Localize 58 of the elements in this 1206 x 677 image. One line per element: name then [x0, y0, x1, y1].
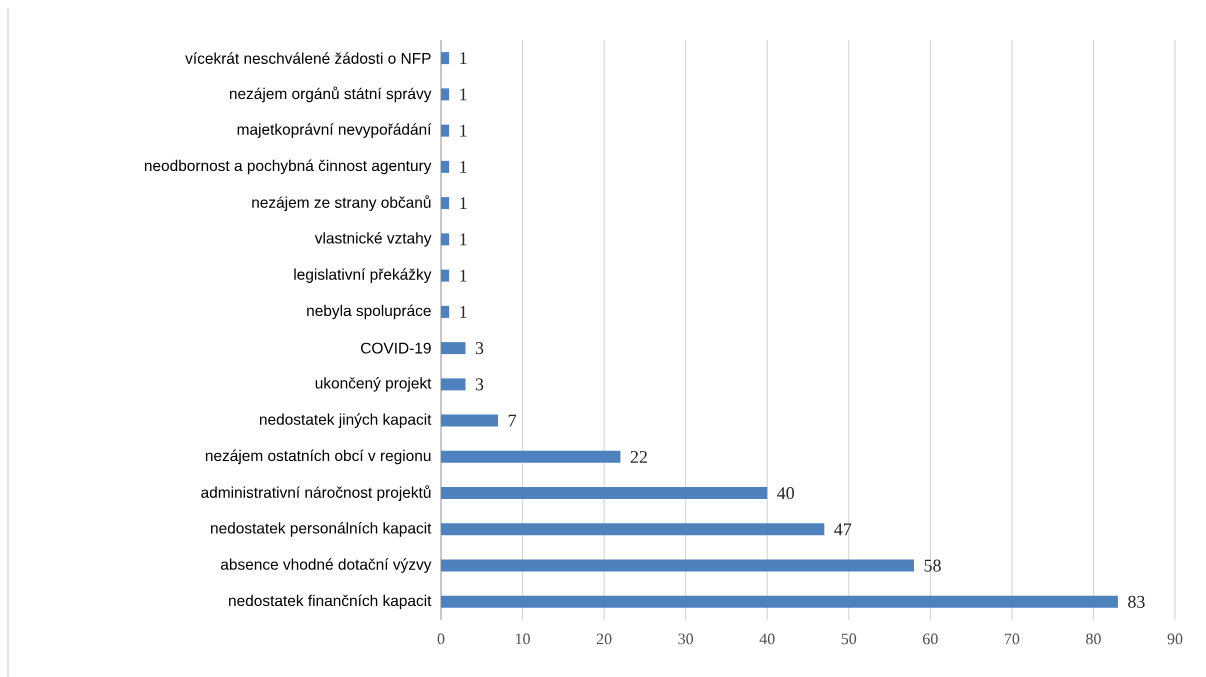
- data-label: 3: [475, 341, 484, 354]
- bar: [441, 269, 450, 282]
- x-tick-label: 20: [596, 633, 612, 645]
- bar: [441, 486, 768, 499]
- x-tick-label: 80: [1086, 633, 1101, 645]
- y-tick-label: nedostatek personálních kapacit: [211, 521, 432, 537]
- x-tick-label: 50: [841, 633, 857, 645]
- bar: [441, 595, 1118, 608]
- data-label: 1: [460, 269, 467, 282]
- y-tick-label: nezájem ostatních obcí v regionu: [205, 449, 431, 464]
- bar: [441, 414, 499, 427]
- y-tick-label: vlastnické vztahy: [314, 231, 432, 247]
- bar: [441, 305, 450, 318]
- bar: [441, 559, 915, 572]
- data-label: 1: [460, 124, 467, 137]
- data-label: 1: [460, 233, 467, 246]
- data-label: 1: [460, 160, 467, 173]
- y-tick-label: nebyla spolupráce: [307, 304, 431, 319]
- x-tick-label: 90: [1167, 633, 1183, 645]
- y-tick-label: majetkoprávní nevypořádání: [237, 123, 432, 138]
- y-tick-label: COVID-19: [361, 342, 431, 354]
- x-tick-label: 70: [1004, 633, 1020, 645]
- data-label: 7: [508, 414, 517, 427]
- bar: [441, 233, 450, 246]
- y-tick-label: nedostatek jiných kapacit: [259, 413, 432, 428]
- y-tick-label: legislativní překážky: [294, 268, 432, 283]
- y-tick-label: nedostatek finančních kapacit: [229, 594, 432, 609]
- y-tick-label: vícekrát neschválené žádosti o NFP: [185, 52, 431, 64]
- data-label: 40: [777, 486, 794, 499]
- data-label: 1: [460, 52, 467, 64]
- data-label: 1: [460, 88, 467, 101]
- data-label: 1: [460, 305, 467, 318]
- y-tick-label: neodbornost a pochybná činnost agentury: [144, 159, 432, 174]
- data-label: 3: [475, 378, 484, 391]
- bar: [441, 341, 466, 354]
- bar: [441, 378, 466, 391]
- data-label: 22: [630, 450, 647, 463]
- bar: [441, 196, 450, 209]
- y-tick-label: ukončený projekt: [315, 376, 432, 392]
- bar: [441, 523, 825, 536]
- x-tick-label: 60: [923, 633, 938, 645]
- bar: [441, 160, 450, 173]
- bar: [441, 124, 450, 137]
- x-tick-label: 0: [437, 633, 445, 645]
- y-tick-label: nezájem ze strany občanů: [252, 195, 431, 211]
- y-tick-label: administrativní náročnost projektů: [201, 485, 431, 501]
- x-tick-label: 10: [516, 633, 530, 645]
- data-label: 1: [460, 197, 467, 209]
- bar: [441, 88, 450, 101]
- data-label: 47: [834, 523, 852, 536]
- y-tick-label: nezájem orgánů státní správy: [229, 86, 432, 103]
- x-tick-label: 30: [678, 633, 694, 645]
- data-label: 83: [1128, 595, 1145, 608]
- y-tick-label: absence vhodné dotační výzvy: [220, 558, 432, 573]
- x-tick-label: 40: [759, 633, 775, 645]
- bar: [441, 450, 621, 463]
- data-label: 58: [924, 559, 941, 572]
- bar: [441, 51, 450, 64]
